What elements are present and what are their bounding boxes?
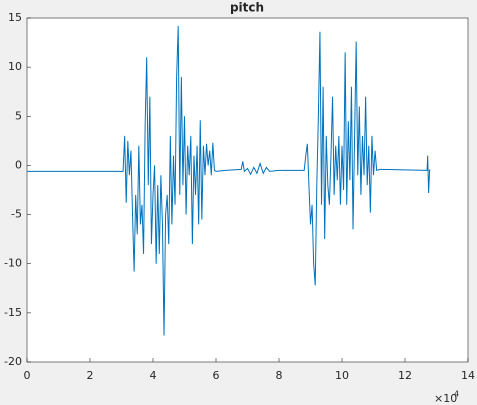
y-tick-label: 10 [8, 60, 22, 73]
x-tick-label: 12 [398, 369, 412, 382]
data-line [27, 25, 431, 336]
x-tick-label: 10 [335, 369, 349, 382]
y-tick-label: -10 [4, 257, 22, 270]
plot-area [26, 17, 469, 363]
x-tick-label: 2 [87, 369, 94, 382]
chart-title: pitch [230, 1, 264, 15]
x-tick-label: 8 [276, 369, 283, 382]
x-tick-label: 6 [213, 369, 220, 382]
y-tick-label: -20 [4, 355, 22, 368]
x-tick-label: 14 [461, 369, 475, 382]
x-multiplier-exponent: 4 [454, 390, 459, 399]
y-tick-label: -5 [11, 208, 22, 221]
x-multiplier-base: ×10 [434, 392, 457, 405]
x-tick-label: 4 [150, 369, 157, 382]
y-tick-label: 5 [15, 109, 22, 122]
y-tick-label: 0 [15, 158, 22, 171]
y-tick-label: -15 [4, 306, 22, 319]
x-tick-label: 0 [24, 369, 31, 382]
y-tick-label: 15 [8, 11, 22, 24]
